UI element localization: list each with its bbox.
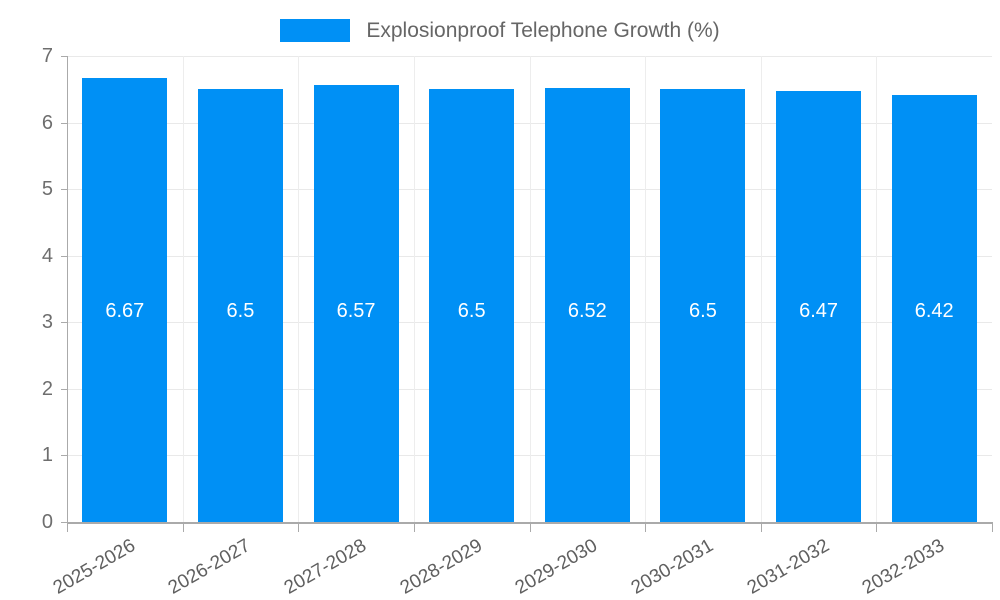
y-axis-tick-label: 5 (41, 178, 53, 201)
x-gridline (298, 56, 299, 522)
x-axis-tick-label: 2026-2027 (165, 535, 255, 599)
x-axis-tick-label: 2025-2026 (49, 535, 139, 599)
y-axis-tick-label: 1 (41, 444, 53, 467)
x-tick-mark (645, 523, 646, 532)
x-tick-mark (414, 523, 415, 532)
y-tick-mark (61, 522, 68, 523)
y-tick-mark (61, 122, 68, 124)
x-gridline (876, 56, 877, 522)
x-gridline (530, 56, 531, 522)
x-gridline (645, 56, 646, 522)
bar-value-label: 6.5 (457, 300, 486, 322)
bar[interactable] (544, 87, 630, 522)
bar[interactable] (776, 91, 862, 522)
y-tick-mark (61, 255, 68, 257)
y-axis-spine (67, 56, 68, 523)
bar-value-label: 6.57 (336, 300, 376, 322)
x-tick-mark (530, 523, 531, 532)
y-tick-mark (61, 455, 68, 457)
x-axis-tick-label: 2029-2030 (512, 535, 602, 599)
y-axis-tick-label: 0 (41, 511, 53, 533)
x-tick-mark (67, 523, 68, 532)
y-tick-mark (61, 322, 68, 324)
x-axis-tick-label: 2032-2033 (858, 535, 949, 599)
y-tick-mark (61, 56, 68, 57)
x-axis-tick-label: 2028-2029 (396, 535, 486, 599)
bar-value-label: 6.42 (914, 300, 954, 322)
bar-value-label: 6.5 (226, 300, 255, 322)
bar[interactable] (313, 84, 399, 522)
x-gridline (183, 56, 184, 522)
bar-value-label: 6.47 (799, 300, 839, 322)
bar-value-label: 6.52 (567, 300, 607, 322)
y-axis-tick-label: 6 (41, 111, 53, 134)
y-gridline (67, 522, 992, 523)
y-tick-mark (61, 189, 68, 191)
x-axis-tick-label: 2027-2028 (280, 535, 371, 599)
y-gridline (67, 56, 992, 57)
x-gridline (414, 56, 415, 522)
x-tick-mark (761, 523, 762, 532)
x-axis-spine (67, 522, 993, 524)
y-axis-tick-label: 4 (41, 244, 53, 267)
x-gridline (761, 56, 762, 522)
chart-legend: Explosionproof Telephone Growth (%) (0, 10, 1000, 50)
legend-item-label: Explosionproof Telephone Growth (%) (366, 18, 720, 42)
y-axis-tick-label: 3 (41, 311, 53, 334)
bar[interactable] (197, 89, 283, 522)
x-tick-mark (876, 523, 877, 532)
x-axis-tick-label: 2031-2032 (743, 535, 833, 599)
x-axis-tick-label: 2030-2031 (627, 535, 717, 599)
x-tick-mark (298, 523, 299, 532)
legend-color-swatch-icon (280, 18, 351, 42)
y-axis-tick-label: 2 (41, 377, 53, 400)
bar[interactable] (891, 94, 977, 522)
legend-item-explosionproof-telephone-growth[interactable]: Explosionproof Telephone Growth (%) (280, 18, 720, 42)
x-tick-mark (183, 523, 184, 532)
bar-value-label: 6.67 (105, 300, 145, 322)
bar[interactable] (660, 89, 746, 522)
x-tick-mark (992, 523, 993, 532)
bar[interactable] (429, 89, 515, 522)
y-tick-mark (61, 388, 68, 390)
bar[interactable] (82, 77, 168, 522)
bar-value-label: 6.5 (689, 300, 717, 322)
